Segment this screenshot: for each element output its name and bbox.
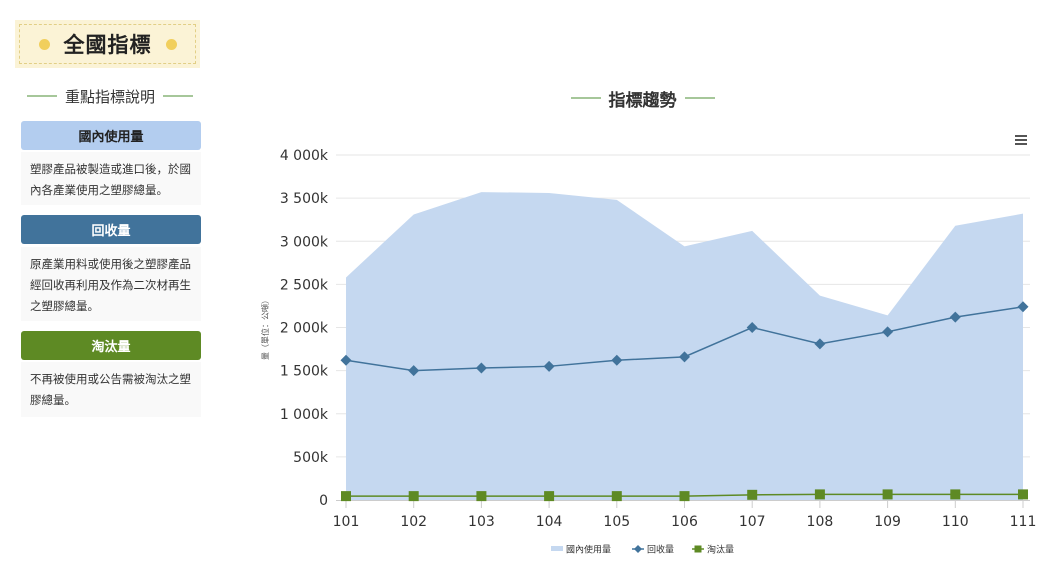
y-axis-title: 量（單位：公噸） [260,296,270,360]
indicator-button-eliminated[interactable]: 淘汰量 [21,331,201,360]
indicator-button-domestic-use[interactable]: 國內使用量 [21,121,201,150]
indicator-description-eliminated: 不再被使用或公告需被淘汰之塑膠總量。 [21,362,201,417]
data-point-recycled [611,354,623,366]
x-tick-label: 109 [874,514,901,530]
decorative-dot-right [165,38,177,50]
menu-bar [1015,139,1027,141]
x-tick-label: 104 [536,514,563,530]
data-point-recycled [949,311,961,323]
y-tick-label: 0 [319,493,328,509]
x-tick-label: 108 [807,514,834,530]
legend-item[interactable]: 國內使用量 [551,544,611,556]
data-point-recycled [475,362,487,374]
y-tick-label: 3 500k [280,191,329,207]
data-point-eliminated [814,489,825,500]
x-tick-label: 101 [333,514,360,530]
data-point-eliminated [950,489,961,500]
page-title: 全國指標 [63,33,152,57]
indicator-description-domestic-use: 塑膠產品被製造或進口後，於國內各產業使用之塑膠總量。 [21,152,201,205]
legend-swatch [551,546,563,551]
x-tick-label: 103 [468,514,495,530]
data-point-eliminated [679,491,690,502]
indicator-description-recycled: 原產業用料或使用後之塑膠產品經回收再利用及作為二次材再生之塑膠總量。 [21,247,201,321]
data-point-eliminated [341,491,351,502]
y-tick-label: 3 000k [280,234,329,250]
x-tick-label: 110 [942,514,969,530]
data-point-recycled [679,351,690,363]
legend-label: 回收量 [647,544,674,556]
x-tick-label: 111 [1010,514,1037,530]
data-point-recycled [1017,301,1029,313]
x-tick-label: 106 [671,514,698,530]
data-point-recycled [340,354,352,366]
heading-line-left [26,95,57,97]
data-point-recycled [814,338,826,350]
y-tick-label: 500k [293,450,329,466]
page-title-badge: 全國指標 [15,20,200,68]
y-tick-label: 1 000k [280,407,329,423]
data-point-recycled [882,326,894,338]
sidebar-heading-text: 重點指標說明 [64,87,155,106]
x-tick-label: 102 [400,514,427,530]
data-point-eliminated [408,491,419,502]
menu-bar [1015,143,1027,145]
x-tick-label: 105 [603,514,630,530]
chart-heading: 指標趨勢 [560,87,725,111]
y-tick-label: 2 500k [280,277,329,293]
sidebar-heading: 重點指標說明 [20,86,200,106]
legend-item[interactable]: 淘汰量 [692,544,734,556]
data-point-eliminated [882,489,893,500]
series-area-domestic-use [346,192,1023,500]
legend-marker [634,545,642,553]
indicator-button-recycled[interactable]: 回收量 [21,215,201,244]
data-point-eliminated [1018,489,1028,500]
heading-line-right [163,95,193,97]
data-point-eliminated [747,489,758,500]
data-point-eliminated [544,491,555,502]
y-tick-label: 1 500k [280,364,329,380]
legend-marker [694,545,702,553]
data-point-eliminated [476,491,487,502]
legend-item[interactable]: 回收量 [632,544,674,556]
chart-heading-text: 指標趨勢 [608,90,677,111]
page-title-frame: 全國指標 [19,24,196,64]
menu-bar [1015,135,1027,137]
y-tick-label: 2 000k [280,321,329,337]
data-point-recycled [746,322,758,333]
heading-line-right [684,97,715,99]
legend-label: 淘汰量 [707,544,734,556]
data-point-recycled [543,360,555,372]
hamburger-menu-icon[interactable] [1009,130,1033,150]
legend-label: 國內使用量 [566,544,611,556]
y-tick-label: 4 000k [280,148,329,164]
x-tick-label: 107 [739,514,766,530]
decorative-dot-left [38,38,50,50]
heading-line-left [570,97,601,99]
data-point-recycled [408,365,420,377]
data-point-eliminated [611,491,622,502]
